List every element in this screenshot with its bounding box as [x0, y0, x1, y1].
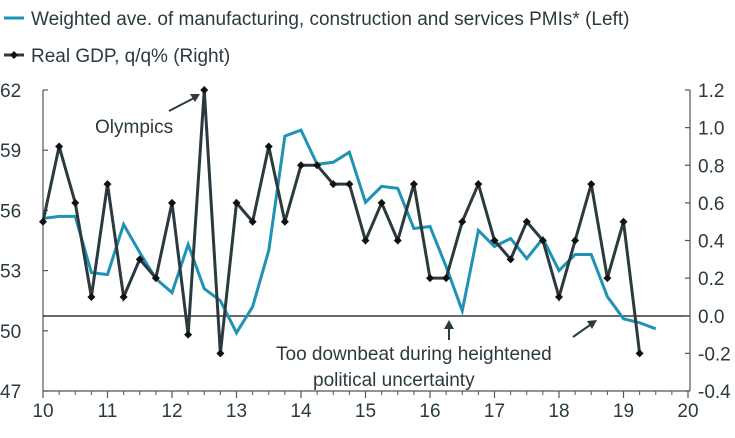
- legend-label-pmi: Weighted ave. of manufacturing, construc…: [31, 9, 629, 30]
- legend-marker-gdp: [10, 51, 18, 59]
- gdp-point: [264, 142, 273, 151]
- annotation-olympics-arrow: [168, 96, 197, 112]
- x-tick-label: 14: [290, 401, 312, 422]
- gdp-point: [506, 255, 515, 264]
- x-tick-label: 15: [355, 401, 376, 422]
- right-tick-label: -0.4: [698, 382, 731, 403]
- gdp-point: [635, 349, 644, 358]
- left-tick-label: 56: [0, 201, 21, 222]
- gdp-point: [522, 217, 531, 226]
- x-tick-label: 11: [98, 401, 118, 422]
- right-tick-label: 0.2: [698, 269, 724, 290]
- gdp-point: [168, 198, 176, 207]
- gdp-point: [409, 180, 418, 189]
- axes: 62 59 56 53 50 47 1.2 1.0 0.8 0.6 0.4 0.2 0.0 -0.2 -0…: [0, 81, 731, 422]
- annotations: Olympics Too downbeat during heightened …: [95, 94, 597, 391]
- gdp-point: [619, 217, 628, 226]
- gdp-point: [87, 292, 96, 301]
- gdp-point: [345, 180, 354, 189]
- right-tick-label: 0.0: [698, 307, 724, 328]
- left-tick-label: 47: [0, 382, 21, 403]
- gdp-point: [119, 292, 128, 301]
- left-tick-label: 53: [0, 262, 21, 283]
- gdp-point: [587, 180, 596, 189]
- annotation-downbeat-line2: political uncertainty: [313, 370, 475, 391]
- x-tick-label: 17: [484, 401, 505, 422]
- gdp-point: [248, 217, 257, 226]
- gdp-point: [442, 274, 451, 283]
- right-tick-label: 1.2: [698, 81, 724, 102]
- gdp-point: [184, 330, 193, 339]
- gdp-point: [474, 180, 483, 189]
- gdp-point: [135, 255, 144, 264]
- gdp-point: [458, 217, 467, 226]
- gdp-point: [232, 198, 241, 207]
- x-tick-label: 20: [677, 401, 698, 422]
- x-tick-label: 12: [161, 401, 182, 422]
- gdp-point: [297, 161, 305, 170]
- left-tick-label: 59: [0, 141, 21, 162]
- right-tick-label: 0.8: [698, 156, 724, 177]
- right-tick-label: -0.2: [698, 344, 731, 365]
- pmi-line: [42, 128, 657, 336]
- gdp-point: [39, 217, 47, 226]
- gdp-point: [538, 236, 547, 245]
- gdp-point: [55, 142, 64, 151]
- right-tick-label: 0.6: [698, 194, 724, 215]
- gdp-point: [329, 180, 338, 189]
- legend: Weighted ave. of manufacturing, construc…: [4, 9, 629, 67]
- gdp-point: [393, 236, 402, 245]
- gdp-point: [377, 198, 386, 207]
- annotation-olympics-arrowhead: [190, 94, 200, 102]
- gdp-point: [555, 292, 563, 301]
- legend-label-gdp: Real GDP, q/q% (Right): [31, 46, 230, 67]
- gdp-point: [280, 217, 289, 226]
- x-tick-label: 18: [548, 401, 569, 422]
- gdp-line: [41, 89, 642, 354]
- annotation-downbeat-line1: Too downbeat during heightened: [276, 344, 552, 365]
- gdp-point: [151, 274, 160, 283]
- right-tick-label: 0.4: [698, 232, 725, 253]
- annotation-2016-arrowhead: [444, 320, 454, 329]
- gdp-point: [71, 198, 80, 207]
- gdp-point: [426, 274, 434, 283]
- x-tick-label: 10: [32, 401, 53, 422]
- x-tick-label: 16: [419, 401, 440, 422]
- gdp-point: [216, 349, 225, 358]
- left-tick-label: 50: [0, 322, 21, 343]
- left-tick-label: 62: [0, 81, 21, 102]
- gdp-point: [200, 86, 209, 94]
- gdp-point: [490, 236, 499, 245]
- annotation-2019-arrow: [572, 324, 591, 338]
- gdp-point: [361, 236, 370, 245]
- gdp-point: [313, 161, 322, 170]
- gdp-point: [103, 180, 112, 189]
- annotation-olympics: Olympics: [95, 117, 173, 138]
- gdp-point: [571, 236, 580, 245]
- x-tick-label: 13: [226, 401, 247, 422]
- annotation-2019-arrowhead: [587, 320, 597, 329]
- right-tick-label: 1.0: [698, 119, 724, 140]
- x-tick-label: 19: [613, 401, 634, 422]
- gdp-point: [603, 274, 612, 283]
